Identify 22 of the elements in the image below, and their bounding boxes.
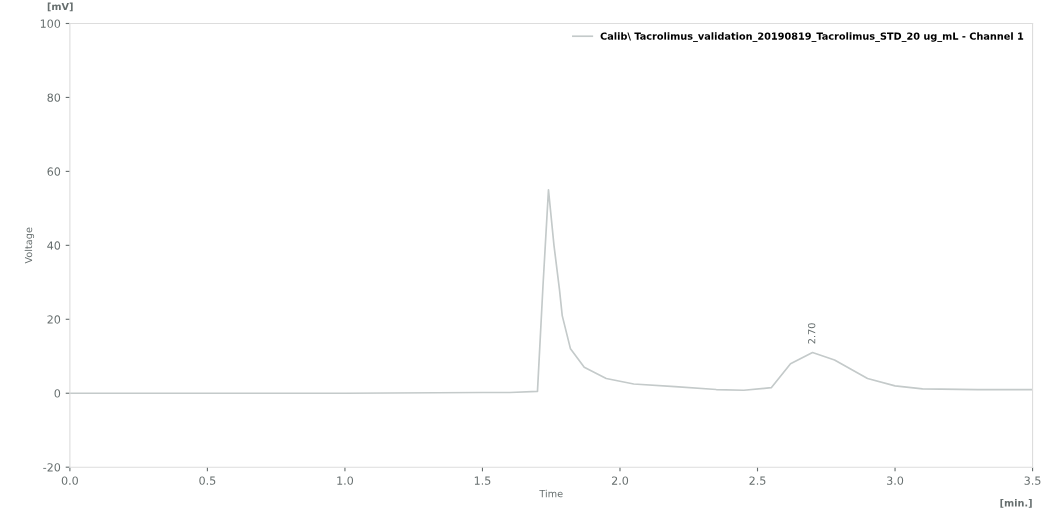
x-tick-label: 3.0: [887, 476, 904, 485]
line-series: [69, 189, 1033, 395]
annotation: 2.70: [807, 323, 816, 344]
x-tick-label: 2.5: [749, 476, 766, 485]
y-tick-label: 80: [47, 93, 61, 102]
x-axis-title: Time: [539, 489, 563, 498]
y-tick-label: -20: [43, 463, 61, 472]
x-tick-label: 2.0: [611, 476, 629, 485]
text: [mV]: [47, 2, 73, 12]
y-axis-title: Voltage: [24, 227, 35, 264]
y-tick-label: 20: [47, 315, 61, 324]
legend-label: Calib\ Tacrolimus_validation_20190819_Tacrolimus_STD_20 ug_mL - Channel 1: [600, 32, 1024, 42]
x-tick-label: 1.5: [474, 476, 491, 485]
y-tick-label: 0: [54, 389, 61, 398]
x-tick-label: 0.0: [61, 476, 78, 485]
y-tick-label: 40: [47, 241, 61, 250]
y-tick-label: 100: [40, 19, 61, 28]
x-tick-label: 1.0: [337, 476, 354, 485]
text: [min.]: [1000, 499, 1032, 508]
x-tick-label: 0.5: [199, 476, 216, 485]
x-tick-label: 3.5: [1024, 476, 1041, 485]
y-tick-label: 60: [47, 167, 61, 176]
